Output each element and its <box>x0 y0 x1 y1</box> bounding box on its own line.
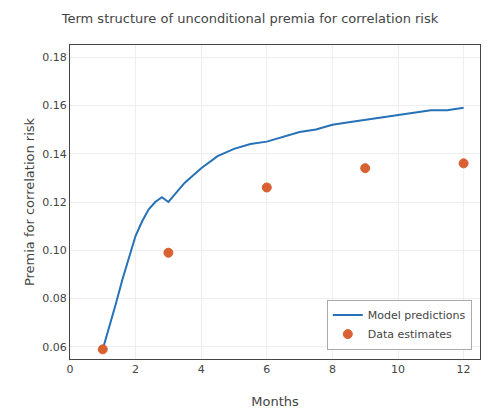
svg-text:Model predictions: Model predictions <box>368 309 466 322</box>
svg-text:0.16: 0.16 <box>42 99 67 112</box>
svg-text:Data estimates: Data estimates <box>368 328 452 341</box>
svg-text:0: 0 <box>67 363 74 376</box>
svg-text:Premia for correlation risk: Premia for correlation risk <box>22 117 37 286</box>
svg-text:Months: Months <box>251 394 299 409</box>
svg-text:0.08: 0.08 <box>42 292 67 305</box>
svg-text:0.18: 0.18 <box>42 51 67 64</box>
svg-text:0.12: 0.12 <box>42 196 67 209</box>
svg-text:6: 6 <box>263 363 270 376</box>
svg-text:0.06: 0.06 <box>42 341 67 354</box>
svg-text:2: 2 <box>132 363 139 376</box>
svg-text:10: 10 <box>391 363 405 376</box>
svg-text:0.10: 0.10 <box>42 244 67 257</box>
svg-text:8: 8 <box>329 363 336 376</box>
svg-text:12: 12 <box>457 363 471 376</box>
svg-text:0.14: 0.14 <box>42 148 67 161</box>
svg-text:Term structure of unconditiona: Term structure of unconditional premia f… <box>61 11 439 26</box>
svg-text:4: 4 <box>198 363 205 376</box>
